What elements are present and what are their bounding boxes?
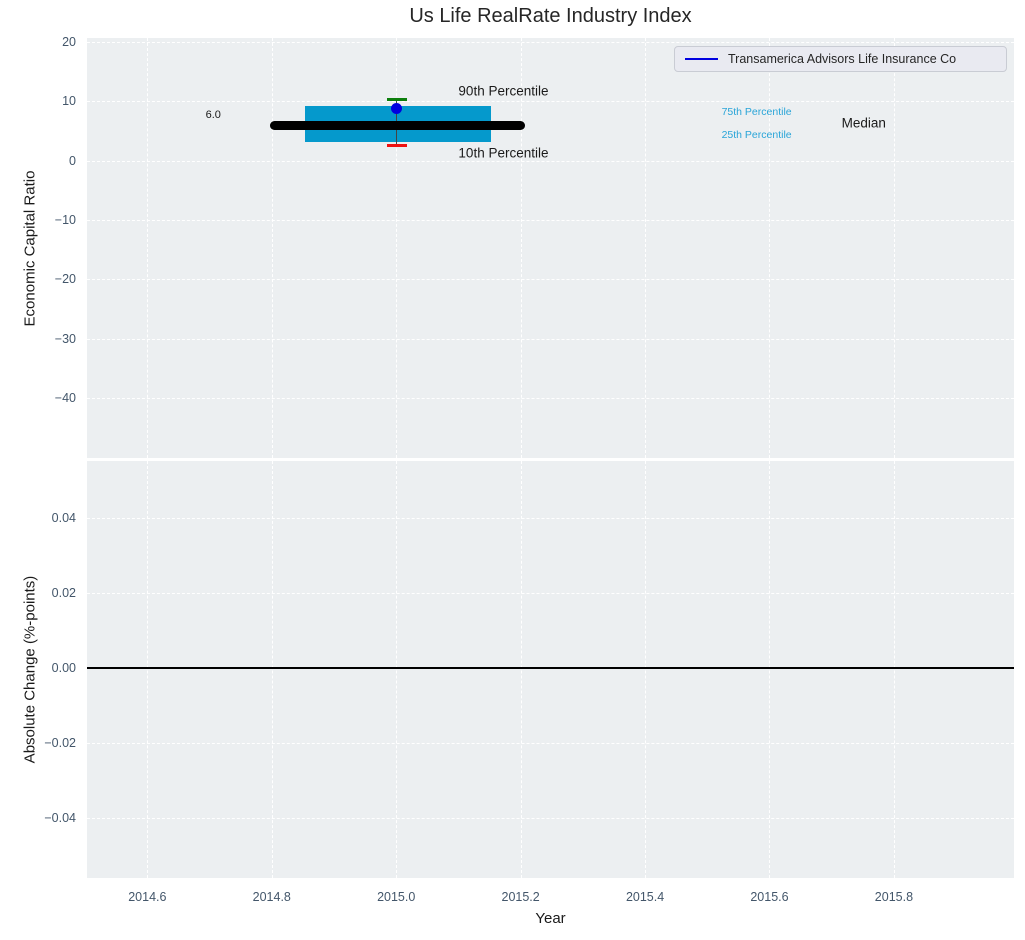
x-gridline bbox=[396, 38, 398, 458]
x-axis-label: Year bbox=[535, 910, 566, 927]
annotation: 10th Percentile bbox=[458, 145, 549, 161]
legend-label: Transamerica Advisors Life Insurance Co bbox=[728, 52, 957, 66]
y-tick-label: 20 bbox=[62, 35, 76, 50]
legend: Transamerica Advisors Life Insurance Co bbox=[674, 46, 1007, 72]
y-tick-label: −0.02 bbox=[44, 736, 76, 750]
y-gridline bbox=[87, 518, 1014, 519]
y-gridline bbox=[87, 818, 1014, 819]
p90-cap bbox=[386, 97, 407, 101]
annotation: 25th Percentile bbox=[721, 128, 792, 141]
x-gridline bbox=[769, 38, 771, 458]
median-line bbox=[269, 120, 525, 130]
annotation: Median bbox=[841, 115, 886, 131]
x-tick-label: 2015.6 bbox=[750, 890, 789, 904]
x-gridline bbox=[271, 461, 273, 878]
x-tick-label: 2015.2 bbox=[501, 890, 540, 904]
y-gridline bbox=[87, 398, 1014, 400]
y-gridline bbox=[87, 42, 1014, 44]
y-gridline bbox=[87, 338, 1014, 340]
x-gridline bbox=[520, 38, 522, 458]
bottom-axes bbox=[87, 461, 1014, 878]
annotation: 6.0 bbox=[205, 108, 221, 121]
y-gridline bbox=[87, 593, 1014, 594]
x-gridline bbox=[396, 461, 398, 878]
x-gridline bbox=[520, 461, 522, 878]
legend-line-icon bbox=[685, 58, 718, 60]
x-tick-label: 2014.8 bbox=[252, 890, 291, 904]
y-tick-label: −10 bbox=[54, 213, 76, 228]
x-tick-label: 2015.0 bbox=[377, 890, 416, 904]
x-gridline bbox=[147, 461, 149, 878]
company-marker bbox=[390, 103, 402, 115]
y-tick-label: −40 bbox=[54, 391, 76, 406]
y-tick-label: 0 bbox=[69, 153, 76, 168]
y-gridline bbox=[87, 101, 1014, 103]
y-tick-label: 10 bbox=[62, 94, 76, 109]
x-gridline bbox=[271, 38, 273, 458]
y-gridline bbox=[87, 743, 1014, 744]
x-gridline bbox=[769, 461, 771, 878]
top-axes: 90th Percentile 10th Percentile 6.0 75th Pe… bbox=[87, 38, 1014, 458]
y-gridline bbox=[87, 279, 1014, 281]
y-tick-label: 0.02 bbox=[51, 586, 76, 600]
y-gridline bbox=[87, 160, 1014, 162]
y-tick-label: 0.00 bbox=[51, 661, 76, 675]
x-gridline bbox=[147, 38, 149, 458]
x-gridline bbox=[893, 461, 895, 878]
y-tick-label: −0.04 bbox=[44, 811, 76, 825]
zero-line bbox=[87, 667, 1014, 669]
annotation: 90th Percentile bbox=[458, 83, 549, 99]
y-tick-label: 0.04 bbox=[51, 511, 76, 525]
y-tick-label: −20 bbox=[54, 272, 76, 287]
x-tick-label: 2015.4 bbox=[625, 890, 665, 904]
x-gridline bbox=[645, 461, 647, 878]
p10-cap bbox=[386, 144, 407, 148]
x-gridline bbox=[893, 38, 895, 458]
annotation: 75th Percentile bbox=[721, 106, 792, 119]
x-gridline bbox=[645, 38, 647, 458]
chart-title: Us Life RealRate Industry Index bbox=[409, 5, 692, 27]
x-tick-label: 2014.6 bbox=[128, 890, 167, 904]
y-tick-label: −30 bbox=[54, 331, 76, 346]
x-tick-label: 2015.8 bbox=[874, 890, 914, 904]
y-gridline bbox=[87, 220, 1014, 222]
